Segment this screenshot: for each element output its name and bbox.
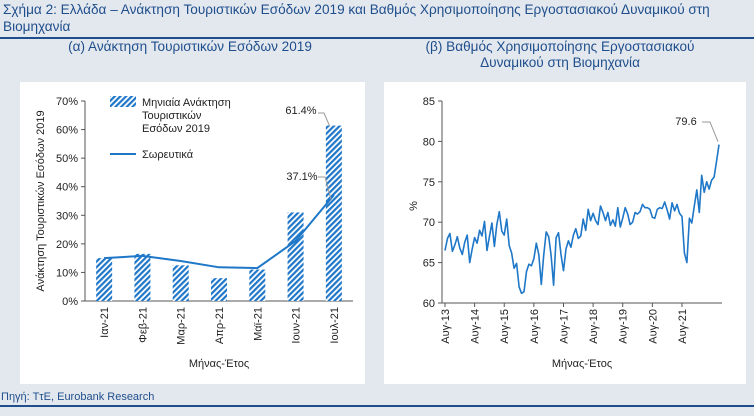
utilization-line [444,144,720,295]
x-tick-label: Αυγ-15 [499,309,511,344]
y-tick-label: 75 [423,177,435,189]
panel-a: 0% 10% 20% 30% 40% 50% 60% 70% Ιαν-21 Φεβ-21 Μαρ-2… [20,82,365,384]
y-tick-label: 50% [56,153,78,165]
legend-label-line: Σωρευτικά [142,149,194,161]
legend-label-bars: Μηνιαία Ανάκτηση Τουριστικών Εσόδων 2019 [142,97,231,135]
bar [134,253,151,301]
label-leader [318,112,331,127]
x-axis-title: Μήνας-Έτος [189,358,249,370]
panel-b-title: (β) Βαθμός Χρησιμοποίησης Εργοστασιακού … [425,39,695,70]
y-tick-label: 85 [423,96,435,108]
y-tick-label: 70 [423,217,435,229]
y-tick-label: 40% [56,182,78,194]
x-tick-label: Αυγ-20 [647,309,659,344]
bar [249,269,266,301]
legend-swatch-bars [110,96,136,107]
x-tick-label: Φεβ-21 [137,307,149,343]
x-tick-label: Ιουν-21 [291,307,303,344]
label-leader [702,121,719,142]
x-tick-label: Αυγ-19 [618,309,630,344]
y-tick-label: 60 [423,298,435,310]
x-tick-label: Μαρ-21 [176,307,188,345]
y-tick-label: 65 [423,258,435,270]
label-leader [318,176,332,200]
x-tick-label: Ιαν-21 [99,307,111,338]
bar [172,265,189,301]
panel-a-title: (α) Ανάκτηση Τουριστικών Εσόδων 2019 [68,39,312,54]
x-tick-label: Αυγ-18 [588,309,600,344]
source-rule [0,405,754,407]
data-label: 37.1% [286,171,317,183]
y-axis-title: % [408,201,420,211]
chart-b: 60 65 70 75 80 85 Αυγ-13 Αυγ-14 Αυγ-15 Αυγ-16 Αυγ-… [408,96,722,370]
y-tick-label: 30% [56,210,78,222]
bar [287,212,304,301]
bar [325,125,342,301]
y-tick-label: 10% [56,267,78,279]
x-tick-label: Αυγ-17 [558,309,570,344]
y-tick-label: 0% [62,296,78,308]
chart-a: 0% 10% 20% 30% 40% 50% 60% 70% Ιαν-21 Φεβ-21 Μαρ-2… [35,96,353,370]
panel-b: 60 65 70 75 80 85 Αυγ-13 Αυγ-14 Αυγ-15 Αυγ-16 Αυγ-… [384,82,746,384]
x-tick-label: Ιουλ-21 [329,307,341,344]
data-label: 61.4% [285,105,316,117]
bar [96,258,113,301]
x-tick-label: Αυγ-21 [677,309,689,344]
y-tick-label: 80 [423,136,435,148]
x-tick-label: Αυγ-16 [529,309,541,344]
x-tick-label: Απρ-21 [214,307,226,344]
data-label: 79.6 [675,116,696,128]
bar [211,278,227,301]
y-tick-label: 70% [56,96,78,108]
y-tick-label: 20% [56,239,78,251]
y-axis-title: Ανάκτηση Τουριστικών Εσόδων 2019 [35,110,47,291]
title-rule [0,37,754,39]
x-axis-title: Μήνας-Έτος [552,358,612,370]
y-tick-label: 60% [56,125,78,137]
source-note: Πηγή: ΤτΕ, Eurobank Research [1,391,155,403]
figure-title: Σχήμα 2: Ελλάδα – Ανάκτηση Τουριστικών Ε… [3,2,710,34]
x-tick-label: Μαϊ-21 [252,307,264,341]
cumulative-line [104,194,335,270]
x-tick-label: Αυγ-14 [470,309,482,344]
x-tick-label: Αυγ-13 [440,309,452,344]
